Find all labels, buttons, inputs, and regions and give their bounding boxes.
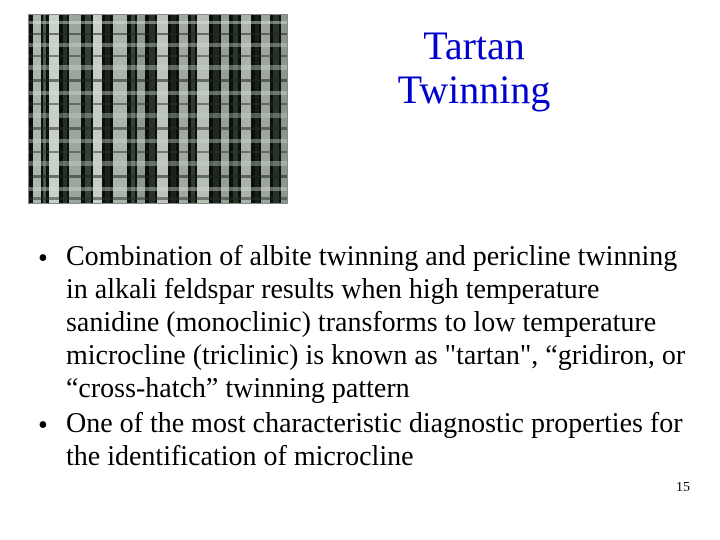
title-block: Tartan Twinning — [288, 14, 720, 112]
bullet-marker: • — [38, 240, 66, 276]
bullet-text: One of the most characteristic diagnosti… — [66, 407, 690, 473]
title-line-2: Twinning — [288, 68, 660, 112]
title-line-1: Tartan — [288, 24, 660, 68]
micrograph-image — [28, 14, 288, 204]
bullet-text: Combination of albite twinning and peric… — [66, 240, 690, 405]
header-row: Tartan Twinning — [0, 0, 720, 204]
page-number: 15 — [676, 480, 690, 496]
bullet-item: • Combination of albite twinning and per… — [38, 240, 690, 405]
bullet-list: • Combination of albite twinning and per… — [0, 204, 720, 473]
bullet-marker: • — [38, 407, 66, 443]
bullet-item: • One of the most characteristic diagnos… — [38, 407, 690, 473]
